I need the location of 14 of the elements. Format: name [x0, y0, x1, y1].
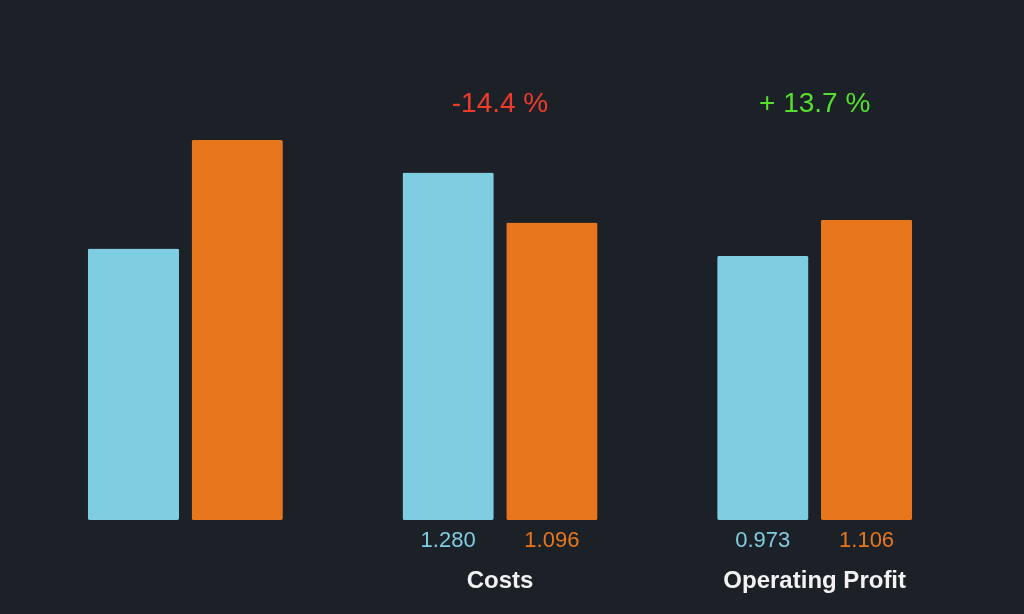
- bar: [402, 172, 494, 520]
- bar: [506, 222, 598, 520]
- x-tick-label: Operating Profit: [723, 565, 907, 593]
- data-label: 0.973: [735, 527, 791, 552]
- bar: [717, 255, 809, 520]
- bar: [820, 219, 913, 520]
- data-label: 1.280: [420, 527, 476, 552]
- bar: [87, 248, 180, 520]
- x-tick-label: Costs: [466, 565, 534, 593]
- data-label: 1.106: [839, 527, 895, 552]
- data-label: 1.096: [524, 527, 580, 552]
- bar: [191, 140, 283, 520]
- text: + 13.7 %: [759, 87, 871, 118]
- text: -14.4 %: [451, 87, 549, 118]
